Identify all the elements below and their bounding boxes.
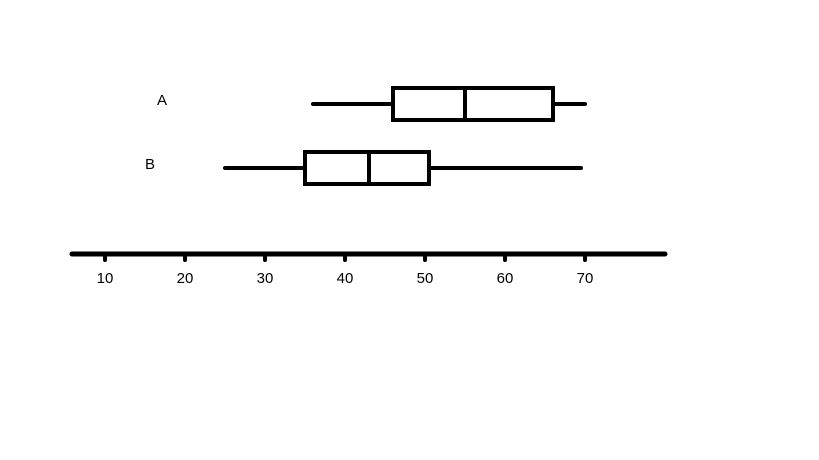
- x-axis: 10 20 30 40 50 60 70: [69, 251, 668, 287]
- box-b: [223, 150, 583, 186]
- x-tick-label: 50: [417, 270, 434, 287]
- x-tick-label: 30: [257, 270, 274, 287]
- category-label: B: [145, 156, 155, 173]
- iqr-box: [391, 86, 555, 122]
- x-tick-label: 70: [577, 270, 594, 287]
- boxes-layer: [223, 86, 587, 186]
- category-label: A: [157, 92, 167, 109]
- x-tick-label: 10: [97, 270, 114, 287]
- x-tick-label: 60: [497, 270, 514, 287]
- box-a: [311, 86, 587, 122]
- category-labels: AB: [145, 92, 167, 173]
- x-tick-label: 20: [177, 270, 194, 287]
- x-tick-label: 40: [337, 270, 354, 287]
